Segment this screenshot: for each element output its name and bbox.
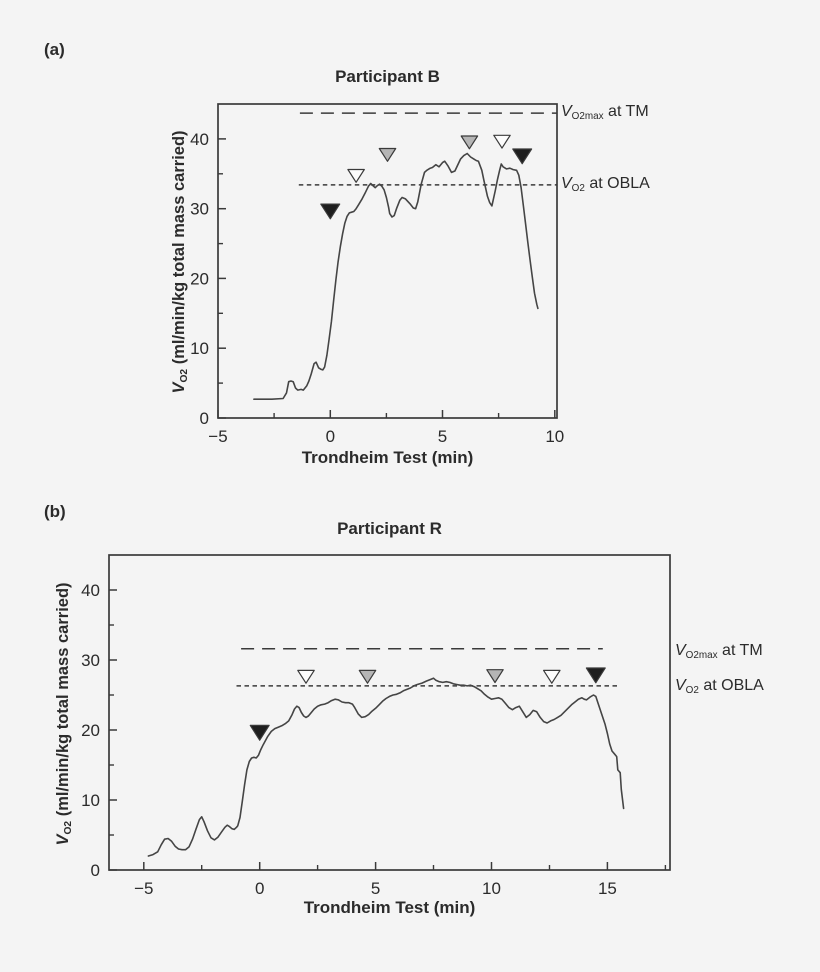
vo2-trace [253, 152, 539, 401]
y-tick-label: 40 [81, 581, 100, 600]
panel-b-x-axis-label: Trondheim Test (min) [303, 898, 476, 917]
y-tick-label: 0 [200, 409, 209, 428]
x-tick-label: 0 [326, 427, 335, 446]
ref-label-subscript: O2 [685, 684, 699, 696]
ref-label-text: at TM [717, 642, 763, 659]
panel-a-x-axis-label: Trondheim Test (min) [301, 448, 474, 467]
x-tick-label: 5 [438, 427, 447, 446]
y-tick-label: 10 [190, 339, 209, 358]
gray-triangle-marker [486, 669, 504, 684]
x-tick-label: 5 [371, 879, 380, 898]
panel-a-title: Participant B [335, 67, 440, 86]
x-tick-label: 15 [598, 879, 617, 898]
panel-a-vo2-obla-label: VO2 at OBLA [561, 174, 650, 199]
panel-b-label: (b) [44, 502, 66, 521]
ref-label-v-symbol: V [675, 642, 686, 659]
ref-label-text: at OBLA [698, 677, 764, 694]
panel-a-label: (a) [44, 40, 65, 59]
y-tick-label: 30 [81, 651, 100, 670]
white-triangle-marker [297, 669, 315, 684]
ref-label-subscript: O2max [685, 649, 718, 661]
plot-frame [217, 103, 558, 419]
x-tick-label: 0 [255, 879, 264, 898]
y-tick-label: 30 [190, 200, 209, 219]
y-tick-label: 10 [81, 791, 100, 810]
vo2-trace [147, 677, 625, 857]
ref-label-v-symbol: V [561, 103, 572, 120]
gray-triangle-marker [378, 147, 397, 162]
x-tick-label: −5 [134, 879, 153, 898]
panel-a-vo2max-tm-label: VO2max at TM [561, 102, 649, 127]
panel-b-vo2-obla-label: VO2 at OBLA [675, 676, 764, 701]
x-tick-label: 10 [482, 879, 501, 898]
x-tick-label: 10 [545, 427, 564, 446]
ref-label-v-symbol: V [561, 175, 572, 192]
panel-b-title: Participant R [337, 519, 442, 538]
plot-frame [108, 554, 671, 871]
y-tick-label: 20 [81, 721, 100, 740]
black-triangle-marker [585, 667, 606, 684]
ref-label-text: at TM [603, 103, 649, 120]
ref-label-text: at OBLA [584, 175, 650, 192]
ref-label-v-symbol: V [675, 677, 686, 694]
black-triangle-marker [249, 724, 270, 741]
black-triangle-marker [320, 203, 341, 220]
y-tick-label: 20 [190, 269, 209, 288]
gray-triangle-marker [460, 135, 479, 150]
panel-b-vo2max-tm-label: VO2max at TM [675, 641, 763, 666]
black-triangle-marker [512, 148, 533, 165]
gray-triangle-marker [358, 669, 377, 684]
y-tick-label: 0 [91, 861, 100, 880]
white-triangle-marker [347, 168, 365, 183]
ref-label-subscript: O2max [571, 110, 604, 122]
ref-label-subscript: O2 [571, 182, 585, 194]
y-tick-label: 40 [190, 130, 209, 149]
participant-r-chart: −5 0 5 10 15 0 10 20 30 40 [81, 554, 671, 898]
white-triangle-marker [542, 669, 561, 684]
white-triangle-marker [493, 134, 511, 149]
x-tick-label: −5 [208, 427, 227, 446]
